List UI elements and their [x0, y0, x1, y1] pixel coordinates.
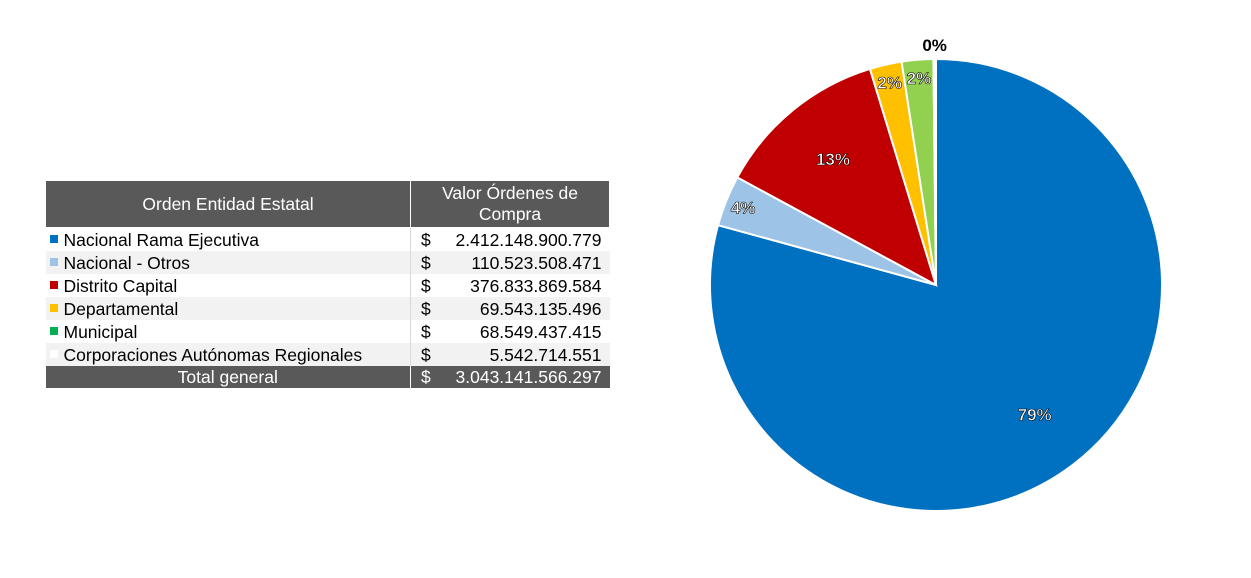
table-row: Municipal $68.549.437.415 — [45, 320, 610, 343]
row-name-cell: Nacional - Otros — [45, 251, 411, 274]
row-name-cell: Municipal — [45, 320, 411, 343]
row-name: Nacional Rama Ejecutiva — [63, 229, 260, 250]
row-value: 5.542.714.551 — [489, 344, 602, 365]
orders-table: Orden Entidad Estatal Valor Órdenes de C… — [45, 180, 610, 388]
slice-percent-label: 4% — [731, 198, 756, 217]
pie-slice — [932, 57, 937, 286]
currency-symbol: $ — [421, 252, 431, 273]
total-row: Total general $ 3.043.141.566.297 — [45, 366, 610, 388]
table-row: Nacional Rama Ejecutiva $2.412.148.900.77… — [45, 227, 610, 251]
slice-percent-label: 2% — [877, 73, 902, 92]
row-value-cell: $69.543.135.496 — [410, 297, 610, 320]
pie-slice — [709, 57, 1163, 512]
legend-swatch — [49, 303, 58, 312]
slice-percent-label: 2% — [907, 69, 932, 88]
legend-swatch — [49, 349, 58, 358]
slice-percent-label: 79% — [1018, 405, 1052, 424]
row-name-cell: Departamental — [45, 297, 411, 320]
legend-swatch — [49, 234, 58, 243]
row-value-cell: $110.523.508.471 — [410, 251, 610, 274]
table-row: Distrito Capital $376.833.869.584 — [45, 274, 610, 297]
row-name: Departamental — [63, 298, 179, 319]
header-category: Orden Entidad Estatal — [45, 180, 411, 228]
row-value: 68.549.437.415 — [479, 321, 602, 342]
currency-symbol: $ — [421, 344, 431, 365]
row-value-cell: $376.833.869.584 — [410, 274, 610, 297]
currency-symbol: $ — [421, 298, 431, 319]
row-name-cell: Corporaciones Autónomas Regionales — [45, 343, 411, 366]
row-name-cell: Distrito Capital — [45, 274, 411, 297]
total-value: 3.043.141.566.297 — [455, 367, 602, 387]
legend-swatch — [49, 326, 58, 335]
currency-symbol: $ — [421, 367, 431, 387]
row-name: Distrito Capital — [63, 275, 178, 296]
total-label: Total general — [45, 366, 411, 388]
legend-swatch — [49, 257, 58, 266]
slice-percent-label: 13% — [816, 150, 850, 169]
row-value: 110.523.508.471 — [471, 252, 602, 273]
table-row: Departamental $69.543.135.496 — [45, 297, 610, 320]
table-row: Nacional - Otros $110.523.508.471 — [45, 251, 610, 274]
row-name: Corporaciones Autónomas Regionales — [63, 344, 363, 365]
row-value: 69.543.135.496 — [479, 298, 602, 319]
slice-percent-label: 0% — [922, 36, 947, 55]
currency-symbol: $ — [421, 275, 431, 296]
legend-swatch — [49, 280, 58, 289]
total-value-cell: $ 3.043.141.566.297 — [410, 366, 610, 388]
pie-chart: 79% 4% 13% 2% 2% 0% — [709, 36, 1163, 512]
row-value-cell: $5.542.714.551 — [410, 343, 610, 366]
row-value-cell: $68.549.437.415 — [410, 320, 610, 343]
header-value: Valor Órdenes de Compra — [410, 180, 610, 228]
data-table-container: Orden Entidad Estatal Valor Órdenes de C… — [45, 180, 610, 388]
row-name: Nacional - Otros — [63, 252, 190, 273]
currency-symbol: $ — [421, 321, 431, 342]
row-value: 2.412.148.900.779 — [455, 229, 602, 250]
table-header-row: Orden Entidad Estatal Valor Órdenes de C… — [45, 180, 610, 228]
table-body: Nacional Rama Ejecutiva $2.412.148.900.77… — [45, 227, 610, 388]
currency-symbol: $ — [421, 229, 431, 250]
row-name: Municipal — [63, 321, 138, 342]
row-name-cell: Nacional Rama Ejecutiva — [45, 227, 411, 251]
table-row: Corporaciones Autónomas Regionales $5.542… — [45, 343, 610, 366]
row-value-cell: $2.412.148.900.779 — [410, 227, 610, 251]
row-value: 376.833.869.584 — [470, 275, 602, 296]
